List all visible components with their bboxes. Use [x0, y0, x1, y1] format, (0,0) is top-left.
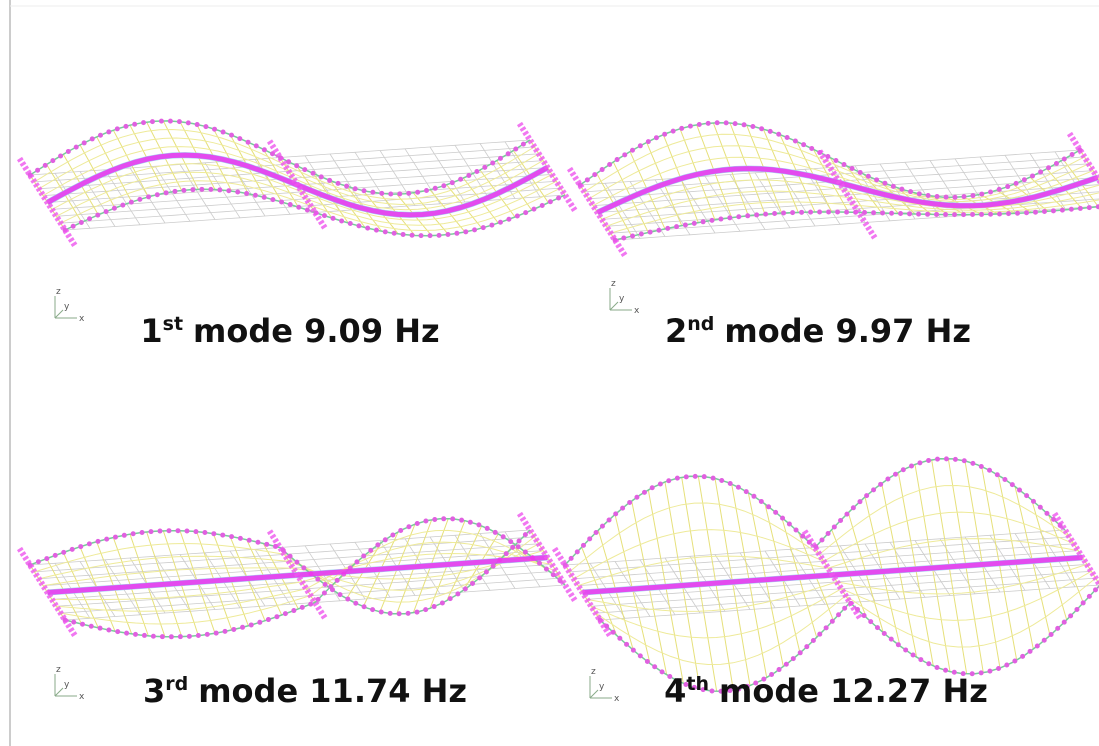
mode-number: 2 — [665, 312, 687, 350]
triad-label: y — [64, 680, 70, 690]
triad-label: z — [56, 665, 61, 675]
triad-label: y — [64, 302, 70, 312]
background — [0, 0, 1099, 746]
mode-suffix: nd — [687, 313, 714, 335]
triad-label: z — [591, 667, 596, 677]
mode-suffix: st — [163, 313, 183, 335]
mode-suffix: th — [686, 673, 709, 695]
mode-number: 1 — [140, 312, 162, 350]
triad-label: x — [634, 306, 640, 316]
mode-number: 3 — [143, 672, 165, 710]
triad-label: x — [614, 694, 620, 704]
triad-label: z — [56, 287, 61, 297]
triad-label: x — [79, 692, 85, 702]
triad-label: z — [611, 279, 616, 289]
mode-text: mode 11.74 Hz — [198, 672, 467, 710]
page: zyx1stmode 9.09 Hzzyx2ndmode 9.97 Hzzyx3… — [0, 0, 1099, 746]
mode-text: mode 12.27 Hz — [719, 672, 988, 710]
mode-number: 4 — [664, 672, 686, 710]
triad-label: y — [599, 682, 605, 692]
triad-label: y — [619, 294, 625, 304]
triad-label: x — [79, 314, 85, 324]
mode-text: mode 9.09 Hz — [193, 312, 440, 350]
mode-suffix: rd — [165, 673, 188, 695]
figure: zyx1stmode 9.09 Hzzyx2ndmode 9.97 Hzzyx3… — [0, 0, 1099, 746]
mode-text: mode 9.97 Hz — [724, 312, 971, 350]
